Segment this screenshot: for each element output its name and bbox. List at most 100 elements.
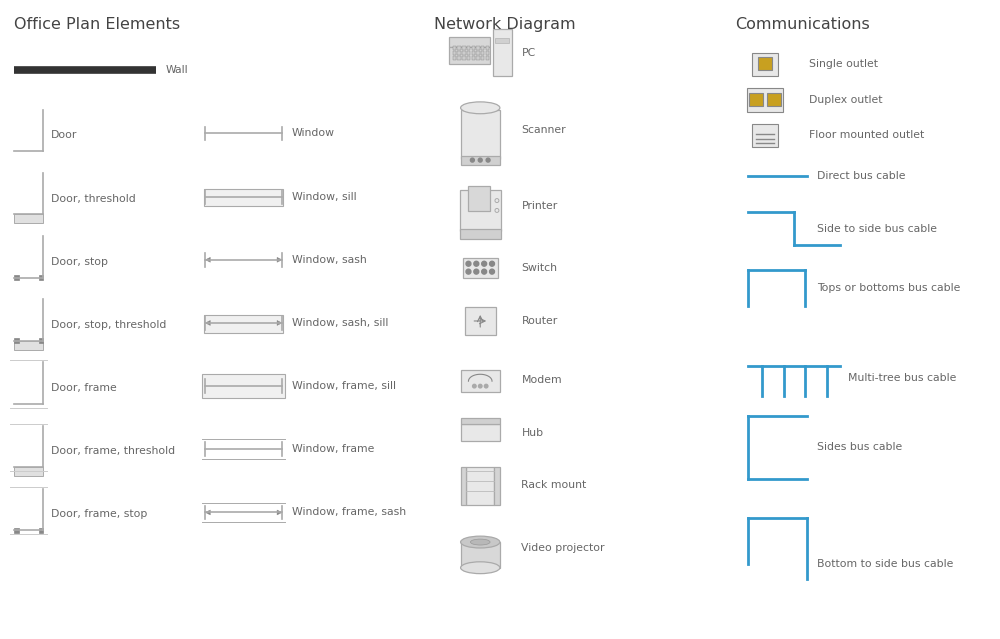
Bar [476,45,480,50]
Circle shape [466,261,471,266]
Text: Door, threshold: Door, threshold [51,194,136,204]
Text: Video projector: Video projector [521,543,605,553]
Text: Multi-tree bus cable: Multi-tree bus cable [848,373,957,383]
Bar [462,56,466,61]
Bar [467,56,470,61]
Bar [14,275,19,280]
Text: Window, frame: Window, frame [292,444,374,454]
Polygon shape [205,321,210,325]
Bar [467,45,470,50]
Text: Router: Router [521,316,558,326]
Text: Bottom to side bus cable: Bottom to side bus cable [817,558,953,569]
Text: PC: PC [521,47,536,58]
Ellipse shape [470,539,490,545]
Bar [758,58,772,70]
Ellipse shape [461,562,500,574]
Bar [747,88,783,112]
Bar [204,315,283,333]
Bar [14,215,43,223]
Circle shape [478,158,482,162]
Text: Rack mount: Rack mount [521,480,587,490]
Text: Sides bus cable: Sides bus cable [817,442,902,452]
Polygon shape [205,258,210,262]
Text: Window, sash: Window, sash [292,255,367,265]
Text: Switch: Switch [521,263,557,273]
Bar [204,189,283,206]
Bar [461,467,466,505]
Ellipse shape [461,102,500,114]
Circle shape [478,384,482,388]
Bar [14,338,19,343]
Bar [449,36,490,47]
Bar [461,110,500,159]
Circle shape [490,269,494,274]
Polygon shape [277,258,282,262]
Bar [460,190,501,231]
Bar [449,47,490,65]
Bar [457,51,461,55]
Bar [460,229,501,239]
Bar [14,341,43,350]
Bar [752,52,778,76]
Text: Door, stop, threshold: Door, stop, threshold [51,320,167,330]
Text: Modem: Modem [521,375,562,385]
Circle shape [486,158,490,162]
Bar [461,156,500,165]
Bar [476,51,480,55]
Bar [14,467,43,476]
Text: Window, frame, sill: Window, frame, sill [292,381,396,391]
Text: Window, sill: Window, sill [292,192,356,202]
Bar [461,424,500,442]
Circle shape [474,261,479,266]
Bar [481,51,484,55]
Text: Communications: Communications [735,17,870,33]
Text: Door, frame, stop: Door, frame, stop [51,509,148,520]
Bar [462,45,466,50]
Bar [486,51,489,55]
Circle shape [474,269,479,274]
Bar [461,418,500,424]
Circle shape [484,384,488,388]
Circle shape [470,158,474,162]
Bar [457,56,461,61]
Circle shape [473,384,476,388]
Circle shape [482,261,487,266]
Bar [39,528,43,533]
Bar [465,307,496,335]
Bar [481,45,484,50]
Bar [39,275,43,280]
Bar [495,38,509,43]
Text: Office Plan Elements: Office Plan Elements [14,17,180,33]
Bar [494,467,500,505]
Bar [486,56,489,61]
Text: Hub: Hub [521,427,544,438]
Bar [468,186,490,212]
Text: Door, frame: Door, frame [51,383,117,393]
Polygon shape [277,510,282,515]
Bar [453,51,456,55]
Bar [453,56,456,61]
Bar [202,374,285,398]
Text: Window, frame, sash: Window, frame, sash [292,507,406,518]
Bar [749,93,763,106]
Bar [476,56,480,61]
Bar [752,123,778,147]
Bar [472,45,475,50]
Text: Side to side bus cable: Side to side bus cable [817,224,937,234]
Bar [463,258,498,277]
Text: Door, frame, threshold: Door, frame, threshold [51,446,175,456]
Bar [453,45,456,50]
Bar [481,56,484,61]
Ellipse shape [461,536,500,548]
Text: Door, stop: Door, stop [51,257,108,266]
Bar [493,29,512,76]
Bar [461,542,500,567]
Text: Door: Door [51,130,78,141]
Text: Floor mounted outlet: Floor mounted outlet [809,130,924,141]
Text: Window: Window [292,128,335,139]
Text: Window, sash, sill: Window, sash, sill [292,318,388,328]
Bar [472,51,475,55]
Circle shape [482,269,487,274]
Bar [467,51,470,55]
Bar [486,45,489,50]
